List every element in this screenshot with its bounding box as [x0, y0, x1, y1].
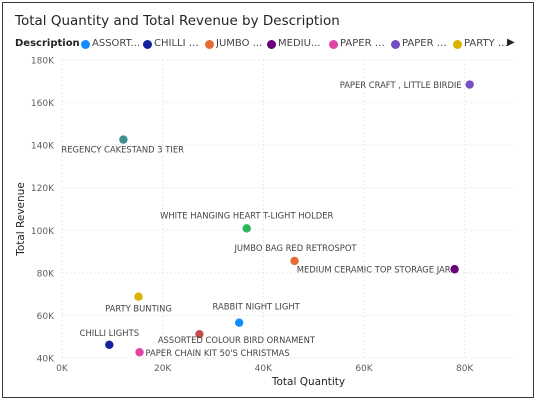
data-label: RABBIT NIGHT LIGHT: [213, 302, 301, 312]
legend-dot: [81, 40, 90, 49]
y-tick-label: 120K: [31, 184, 55, 194]
data-point: [290, 256, 299, 266]
y-tick-label: 60K: [37, 312, 55, 322]
chart-card: Total Quantity and Total Revenue by Desc…: [2, 2, 534, 398]
y-tick-label: 80K: [37, 269, 55, 279]
x-tick-label: 80K: [456, 364, 474, 374]
legend-dot: [143, 40, 152, 49]
x-tick-label: 60K: [355, 364, 373, 374]
legend-dot: [391, 40, 400, 49]
y-tick-label: 100K: [31, 227, 55, 237]
x-axis-title: Total Quantity: [271, 376, 345, 388]
data-point: [234, 318, 244, 327]
data-label: WHITE HANGING HEART T-LIGHT HOLDER: [160, 210, 333, 220]
data-point: [450, 265, 459, 274]
legend-dot: [453, 40, 462, 49]
data-point: [242, 224, 251, 233]
data-label: PAPER CHAIN KIT 50'S CHRISTMAS: [146, 348, 290, 358]
data-point: [105, 340, 114, 350]
data-point: [134, 292, 143, 301]
data-label: PAPER CRAFT , LITTLE BIRDIE: [340, 80, 462, 90]
data-point: [465, 80, 474, 89]
data-point: [119, 135, 128, 144]
legend-next-arrow-icon[interactable]: ▶: [507, 37, 515, 48]
y-axis-title: Total Revenue: [15, 182, 27, 257]
data-label: CHILLI LIGHTS: [80, 328, 139, 338]
data-label: REGENCY CAKESTAND 3 TIER: [61, 145, 184, 155]
y-tick-label: 40K: [37, 355, 55, 365]
legend-dot: [267, 40, 276, 49]
legend: Description ASSORT... CHILLI L... JUMBO ..…: [15, 37, 531, 53]
x-tick-label: 20K: [154, 364, 172, 374]
y-tick-label: 180K: [31, 57, 55, 67]
y-tick-label: 160K: [31, 99, 55, 109]
data-label: PARTY BUNTING: [105, 304, 172, 314]
data-label: ASSORTED COLOUR BIRD ORNAMENT: [158, 335, 316, 345]
legend-dot: [329, 40, 338, 49]
chart-title: Total Quantity and Total Revenue by Desc…: [15, 13, 340, 29]
y-tick-label: 140K: [31, 142, 55, 152]
data-point: [195, 329, 204, 339]
data-point: [135, 348, 144, 357]
data-label: JUMBO BAG RED RETROSPOT: [233, 243, 357, 253]
legend-dot: [205, 40, 214, 49]
x-tick-label: 40K: [255, 364, 273, 374]
data-label: MEDIUM CERAMIC TOP STORAGE JAR: [297, 265, 451, 275]
x-tick-label: 0K: [56, 364, 69, 374]
legend-title: Description: [15, 38, 80, 49]
